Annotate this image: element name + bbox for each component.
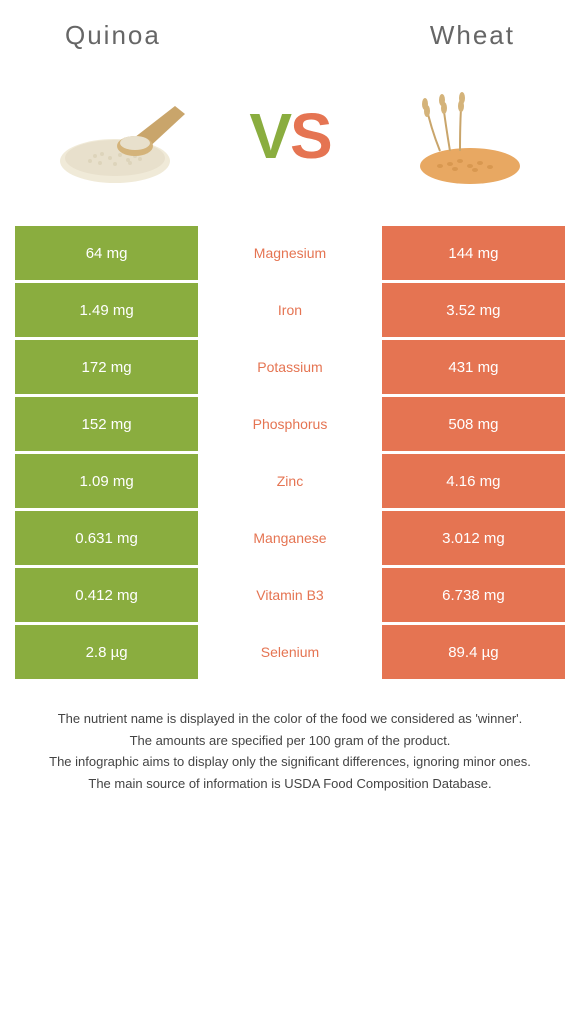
left-value: 2.8 µg — [15, 625, 198, 679]
nutrient-label: Vitamin B3 — [198, 568, 382, 622]
footer-line: The main source of information is USDA F… — [25, 774, 555, 794]
header-row: Quinoa Wheat — [15, 20, 565, 51]
left-title: Quinoa — [65, 20, 161, 51]
left-value: 152 mg — [15, 397, 198, 451]
left-value: 1.09 mg — [15, 454, 198, 508]
table-row: 2.8 µgSelenium89.4 µg — [15, 625, 565, 679]
right-value: 144 mg — [382, 226, 565, 280]
right-value: 3.52 mg — [382, 283, 565, 337]
table-row: 152 mgPhosphorus508 mg — [15, 397, 565, 451]
left-value: 0.631 mg — [15, 511, 198, 565]
table-row: 1.09 mgZinc4.16 mg — [15, 454, 565, 508]
left-value: 1.49 mg — [15, 283, 198, 337]
left-value: 64 mg — [15, 226, 198, 280]
nutrient-label: Potassium — [198, 340, 382, 394]
right-value: 4.16 mg — [382, 454, 565, 508]
nutrient-label: Iron — [198, 283, 382, 337]
right-value: 89.4 µg — [382, 625, 565, 679]
nutrient-table: 64 mgMagnesium144 mg1.49 mgIron3.52 mg17… — [15, 226, 565, 679]
right-value: 3.012 mg — [382, 511, 565, 565]
vs-badge: VS — [249, 99, 330, 173]
right-title: Wheat — [430, 20, 515, 51]
nutrient-label: Magnesium — [198, 226, 382, 280]
footer-line: The amounts are specified per 100 gram o… — [25, 731, 555, 751]
images-row: VS — [15, 76, 565, 196]
footer-line: The infographic aims to display only the… — [25, 752, 555, 772]
left-value: 0.412 mg — [15, 568, 198, 622]
wheat-image — [380, 76, 540, 196]
vs-v: V — [249, 100, 290, 172]
right-value: 431 mg — [382, 340, 565, 394]
footer-notes: The nutrient name is displayed in the co… — [15, 709, 565, 793]
nutrient-label: Manganese — [198, 511, 382, 565]
vs-s: S — [290, 100, 331, 172]
table-row: 172 mgPotassium431 mg — [15, 340, 565, 394]
right-value: 6.738 mg — [382, 568, 565, 622]
right-value: 508 mg — [382, 397, 565, 451]
table-row: 64 mgMagnesium144 mg — [15, 226, 565, 280]
nutrient-label: Selenium — [198, 625, 382, 679]
nutrient-label: Zinc — [198, 454, 382, 508]
footer-line: The nutrient name is displayed in the co… — [25, 709, 555, 729]
quinoa-image — [40, 76, 200, 196]
left-value: 172 mg — [15, 340, 198, 394]
nutrient-label: Phosphorus — [198, 397, 382, 451]
table-row: 1.49 mgIron3.52 mg — [15, 283, 565, 337]
table-row: 0.412 mgVitamin B36.738 mg — [15, 568, 565, 622]
table-row: 0.631 mgManganese3.012 mg — [15, 511, 565, 565]
